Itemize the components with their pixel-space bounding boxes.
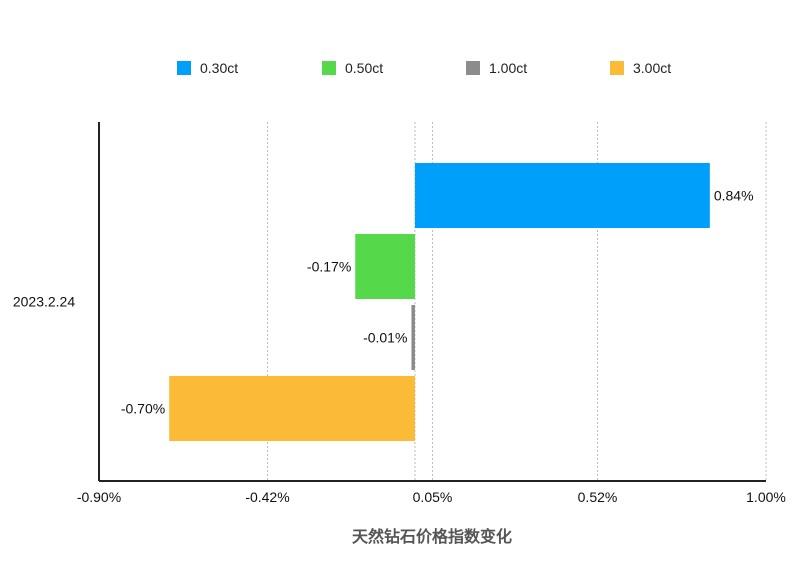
axes: 2023.2.24 [13,122,766,482]
data-label-3.00ct: -0.70% [121,401,165,417]
data-label-0.30ct: 0.84% [714,188,754,204]
legend-swatch-1.00ct [466,61,480,75]
x-tick-label: 0.05% [413,489,453,505]
x-tick-label: 1.00% [746,489,786,505]
bars: 0.84% -0.17% -0.01% -0.70% [121,163,754,441]
x-tick-label: 0.52% [578,489,618,505]
data-label-1.00ct: -0.01% [363,330,407,346]
bar-0.50ct [355,234,415,299]
x-tick-label: -0.90% [77,489,121,505]
legend-label-3.00ct: 3.00ct [633,60,671,76]
legend-swatch-3.00ct [610,61,624,75]
legend-label-1.00ct: 1.00ct [489,60,527,76]
bar-3.00ct [169,376,415,441]
grid: -0.90% -0.42% 0.05% 0.52% 1.00% [77,122,786,505]
x-axis-title: 天然钻石价格指数变化 [352,527,512,546]
bar-0.30ct [414,163,710,228]
y-category-label: 2023.2.24 [13,294,75,310]
legend-swatch-0.30ct [177,61,191,75]
legend-swatch-0.50ct [322,61,336,75]
bar-1.00ct [411,305,415,370]
data-label-0.50ct: -0.17% [307,259,351,275]
legend-label-0.50ct: 0.50ct [345,60,383,76]
legend-label-0.30ct: 0.30ct [200,60,238,76]
legend: 0.30ct 0.50ct 1.00ct 3.00ct [177,60,671,76]
x-tick-label: -0.42% [245,489,289,505]
